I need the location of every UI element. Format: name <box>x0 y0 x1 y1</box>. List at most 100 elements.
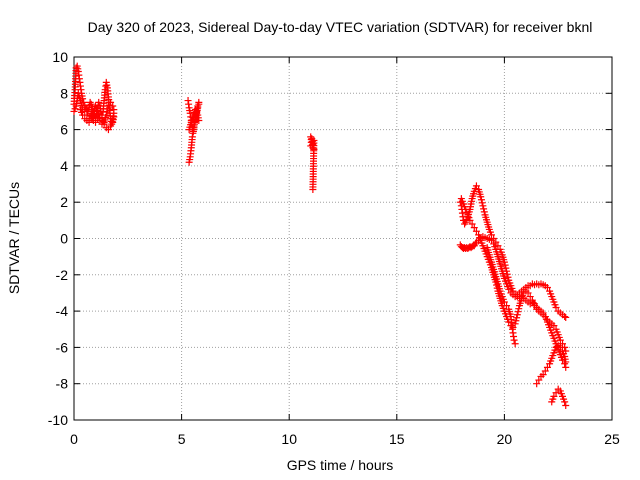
data-point <box>85 118 93 126</box>
data-point <box>561 313 569 321</box>
y-tick-label: 0 <box>60 231 68 247</box>
data-point <box>109 102 117 110</box>
data-point <box>92 118 100 126</box>
data-point <box>503 270 511 278</box>
data-point <box>550 392 558 400</box>
data-point <box>107 98 115 106</box>
data-point <box>515 305 523 313</box>
data-point <box>309 185 317 193</box>
x-tick-label: 20 <box>497 431 513 447</box>
data-point <box>541 367 549 375</box>
data-point <box>562 313 570 321</box>
y-tick-label: 4 <box>60 158 68 174</box>
data-point <box>552 389 560 397</box>
chart-title: Day 320 of 2023, Sidereal Day-to-day VTE… <box>88 19 593 35</box>
x-axis: 0 5 10 15 20 25 <box>70 57 620 447</box>
data-point <box>513 311 521 319</box>
data-point <box>477 193 485 201</box>
y-tick-label: -2 <box>56 267 69 283</box>
data-point <box>492 238 500 246</box>
series-evening-6 <box>548 385 570 409</box>
data-point <box>95 114 103 121</box>
data-point <box>110 113 118 121</box>
data-point <box>79 111 87 119</box>
data-point <box>514 308 522 316</box>
series-morning-3 <box>185 106 203 134</box>
data-point <box>512 317 520 325</box>
data-point <box>543 363 551 371</box>
data-point <box>561 398 569 406</box>
series-evening-1 <box>456 233 570 321</box>
data-point <box>502 264 510 272</box>
data-point <box>487 231 495 239</box>
data-point <box>480 205 488 213</box>
data-point <box>104 126 112 134</box>
data-point <box>511 340 519 348</box>
data-point <box>562 401 570 409</box>
data-point <box>550 322 558 330</box>
data-point <box>501 261 509 269</box>
y-tick-label: -10 <box>48 412 68 428</box>
y-tick-label: -6 <box>56 339 69 355</box>
data-point <box>513 314 521 322</box>
data-point <box>503 302 511 310</box>
data-point <box>524 289 532 297</box>
data-point <box>94 110 102 118</box>
y-tick-label: -8 <box>56 376 69 392</box>
y-tick-label: 8 <box>60 85 68 101</box>
data-point <box>556 336 564 344</box>
series-evening-5 <box>533 342 570 388</box>
data-point <box>95 98 103 106</box>
data-point <box>470 224 478 232</box>
x-tick-label: 5 <box>178 431 186 447</box>
y-axis: -10 -8 -6 -4 -2 0 2 4 6 8 10 <box>48 49 612 428</box>
data-point <box>96 117 104 125</box>
x-axis-label: GPS time / hours <box>287 457 394 473</box>
data-point <box>472 182 480 190</box>
data-point <box>562 358 570 366</box>
data-point <box>81 107 89 115</box>
data-point <box>466 216 474 224</box>
y-axis-label: SDTVAR / TECUs <box>6 182 22 294</box>
data-point <box>110 106 118 114</box>
data-point <box>102 111 110 119</box>
grid-lines <box>74 57 612 420</box>
data-point <box>94 107 102 115</box>
data-point <box>478 199 486 207</box>
data-point <box>535 376 543 384</box>
series-evening-4 <box>483 244 519 348</box>
data-point <box>556 343 564 351</box>
data-point <box>503 267 511 275</box>
series-early-3 <box>76 98 118 128</box>
x-tick-label: 10 <box>281 431 297 447</box>
data-point <box>468 220 476 228</box>
data-point <box>509 287 517 295</box>
x-tick-label: 15 <box>389 431 405 447</box>
data-point <box>510 336 518 344</box>
y-tick-label: 2 <box>60 194 68 210</box>
y-tick-label: -4 <box>56 303 69 319</box>
data-point <box>472 227 480 235</box>
data-point <box>552 303 560 311</box>
data-point <box>526 293 534 301</box>
data-point <box>500 258 508 266</box>
data-point <box>479 202 487 210</box>
data-point <box>504 273 512 281</box>
data-point <box>543 284 551 292</box>
y-tick-label: 10 <box>52 49 68 65</box>
x-tick-label: 0 <box>70 431 78 447</box>
data-point <box>480 208 488 216</box>
data-point <box>505 285 513 293</box>
data-point <box>531 302 539 310</box>
data-points <box>70 62 570 409</box>
data-point <box>104 105 112 113</box>
data-point <box>309 140 317 148</box>
data-point <box>539 309 547 317</box>
x-tick-label: 25 <box>604 431 620 447</box>
data-point <box>477 196 485 204</box>
data-point <box>195 100 203 108</box>
data-point <box>103 108 111 116</box>
data-point <box>533 380 541 388</box>
